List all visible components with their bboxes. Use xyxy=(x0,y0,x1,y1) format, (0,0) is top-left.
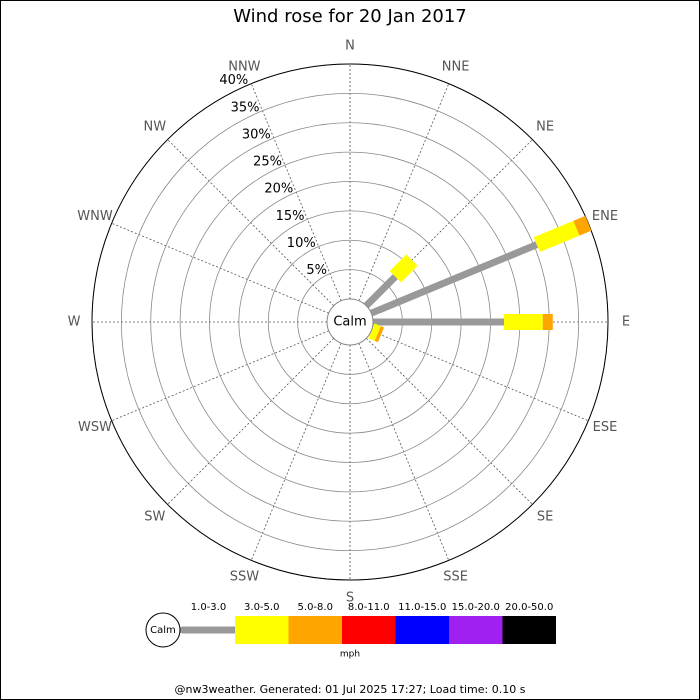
legend-label: 11.0-15.0 xyxy=(398,602,446,613)
ring xyxy=(91,63,609,581)
legend-calm xyxy=(145,612,181,648)
legend-swatch xyxy=(182,626,235,634)
direction-label: N xyxy=(345,39,355,54)
direction-label: SSW xyxy=(230,569,260,584)
direction-label: E xyxy=(622,315,630,330)
r-tick-label: 5% xyxy=(306,263,327,278)
bar-segment xyxy=(389,254,418,283)
direction-label: WNW xyxy=(77,209,113,224)
ring xyxy=(120,92,580,552)
bar-segment xyxy=(368,323,381,341)
direction-label: ESE xyxy=(593,420,618,435)
legend-swatch xyxy=(288,616,342,644)
bar-segment xyxy=(374,326,385,343)
r-tick-label: 25% xyxy=(253,155,282,170)
calm-circle xyxy=(326,298,374,346)
direction-label: SSE xyxy=(443,569,468,584)
legend-swatch xyxy=(395,616,449,644)
bar-segment xyxy=(369,241,539,317)
r-tick-label: 20% xyxy=(264,182,293,197)
direction-label: NE xyxy=(536,119,554,134)
legend-label: 20.0-50.0 xyxy=(505,602,553,613)
bar-segment xyxy=(533,220,580,253)
direction-label: W xyxy=(68,315,81,330)
bar-segment xyxy=(363,274,398,309)
r-tick-label: 40% xyxy=(219,73,248,88)
direction-label: SE xyxy=(537,510,553,525)
chart-title: Wind rose for 20 Jan 2017 xyxy=(233,6,467,27)
legend-swatch xyxy=(502,616,556,644)
calm-label: Calm xyxy=(333,315,366,330)
r-tick-label: 15% xyxy=(276,209,305,224)
unit-label: mph xyxy=(340,650,360,660)
direction-label: SW xyxy=(144,510,165,525)
direction-label: ENE xyxy=(592,209,618,224)
legend-label: 1.0-3.0 xyxy=(191,602,226,613)
legend-calm-label: Calm xyxy=(150,625,176,636)
r-tick-label: 35% xyxy=(231,100,260,115)
bar-segment xyxy=(573,215,592,236)
legend-label: 15.0-20.0 xyxy=(452,602,500,613)
direction-label: NNW xyxy=(228,60,260,75)
r-tick-label: 30% xyxy=(242,127,271,142)
legend-label: 3.0-5.0 xyxy=(244,602,279,613)
legend-swatch xyxy=(342,616,396,644)
legend-swatch xyxy=(235,616,289,644)
direction-label: NNE xyxy=(442,60,470,75)
r-tick-label: 10% xyxy=(287,236,316,251)
direction-label: NW xyxy=(144,119,167,134)
legend-label: 5.0-8.0 xyxy=(298,602,333,613)
legend-label: 8.0-11.0 xyxy=(348,602,390,613)
direction-label: WSW xyxy=(78,420,112,435)
legend-swatch xyxy=(449,616,503,644)
direction-label: S xyxy=(346,591,354,606)
footer: @nw3weather. Generated: 01 Jul 2025 17:2… xyxy=(175,683,526,696)
